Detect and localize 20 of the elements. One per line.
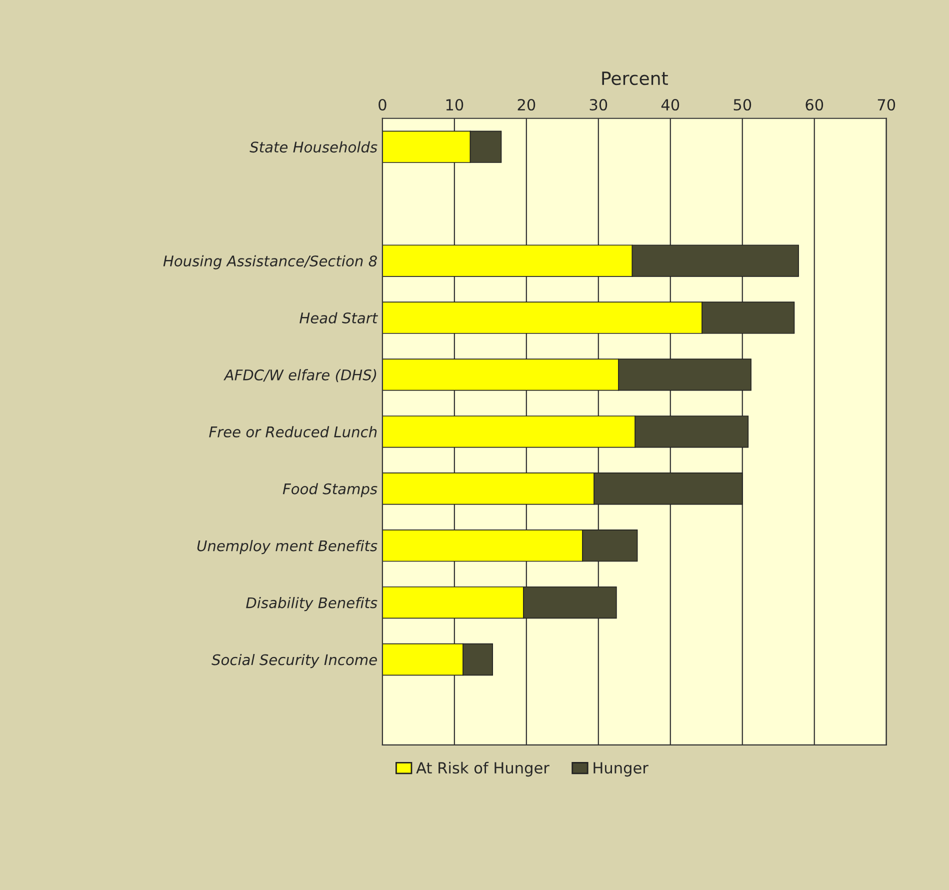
y-tick-label: Social Security Income — [212, 654, 377, 668]
y-tick-label: Food Stamps — [282, 483, 378, 498]
x-tick-label: 20 — [518, 98, 536, 111]
x-tick-label: 70 — [878, 98, 896, 111]
x-tick-label: 60 — [806, 98, 824, 111]
legend-label: At Risk of Hunger — [416, 762, 550, 777]
y-tick-label: Unemploy ment Benefits — [197, 540, 378, 554]
y-tick-label: Free or Reduced Lunch — [209, 426, 377, 438]
y-tick-label: Disability Benefits — [246, 596, 378, 612]
x-tick-label: 30 — [590, 98, 608, 111]
y-tick-label: State Households — [250, 141, 378, 153]
y-tick-label: Housing Assistance/Section 8 — [163, 255, 377, 270]
x-tick-label: 40 — [661, 98, 680, 111]
legend-label: Hunger — [594, 762, 648, 777]
y-tick-label: Head Start — [300, 312, 378, 324]
x-tick-label: 0 — [378, 98, 386, 111]
x-tick-label: 50 — [734, 98, 752, 111]
x-axis-title: Percent — [602, 72, 668, 86]
y-tick-label: AFDC/W elfare (DHS) — [224, 369, 376, 382]
x-tick-label: 10 — [446, 98, 464, 111]
